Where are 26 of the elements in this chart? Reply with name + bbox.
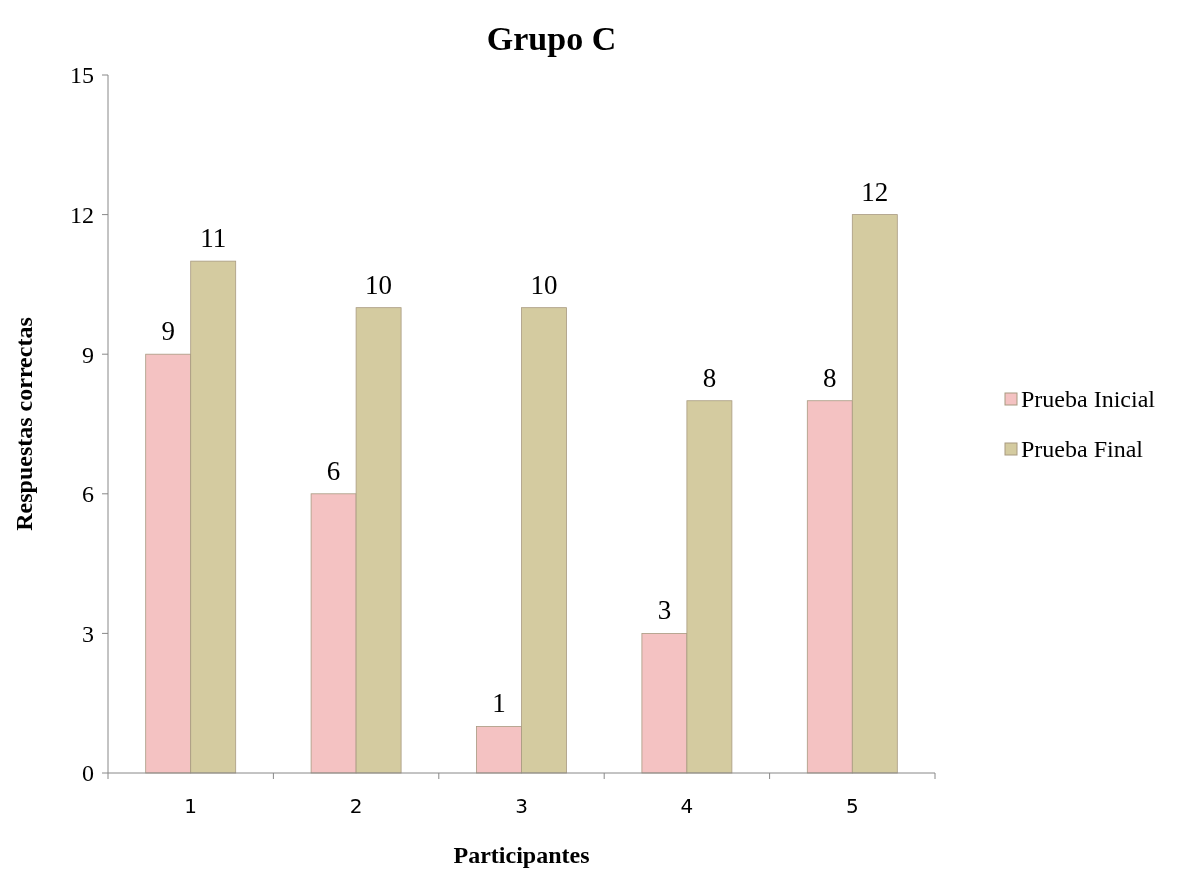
data-label: 3 — [657, 595, 672, 626]
data-label: 1 — [492, 688, 506, 719]
data-label: 12 — [861, 176, 889, 207]
x-tick-label: 4 — [680, 794, 694, 818]
y-tick-label: 6 — [82, 481, 94, 508]
y-tick-label: 9 — [82, 341, 94, 368]
y-tick-label: 12 — [70, 202, 94, 228]
x-tick-label: 1 — [184, 794, 198, 818]
data-label: 10 — [530, 269, 558, 300]
data-label: 6 — [326, 455, 341, 486]
data-label: 8 — [823, 362, 837, 393]
x-axis-title: Participantes — [453, 842, 590, 868]
data-label: 8 — [702, 362, 717, 393]
x-tick-label: 3 — [515, 794, 528, 818]
legend-label: Prueba Final — [1021, 436, 1144, 463]
y-tick-label: 15 — [70, 62, 94, 89]
y-axis-title: Respuestas correctas — [11, 317, 37, 531]
legend-label: Prueba Inicial — [1021, 386, 1156, 413]
x-tick-label: 2 — [349, 794, 363, 818]
chart-title: Grupo C — [486, 20, 617, 57]
y-tick-label: 3 — [82, 620, 94, 647]
data-label: 9 — [161, 316, 175, 347]
x-tick-label: 5 — [845, 794, 859, 818]
data-label: 11 — [200, 223, 227, 254]
data-label: 10 — [365, 269, 393, 300]
y-tick-label: 0 — [82, 760, 94, 787]
